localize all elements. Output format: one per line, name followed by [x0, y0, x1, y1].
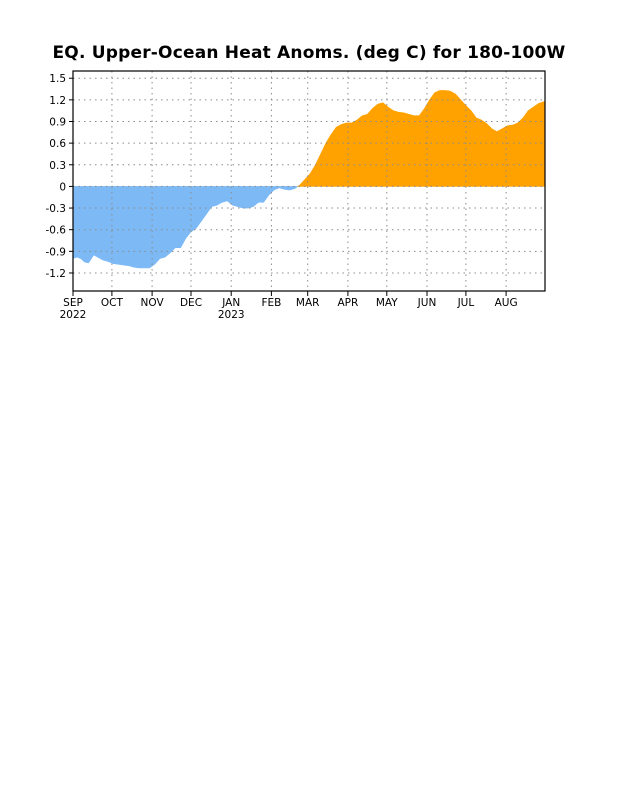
chart-title: EQ. Upper-Ocean Heat Anoms. (deg C) for …	[52, 43, 566, 63]
x-tick-label: JUL	[457, 297, 475, 309]
x-tick-label: MAY	[376, 297, 398, 309]
negative-anomaly-area	[72, 186, 299, 269]
x-tick-label: OCT	[101, 297, 124, 309]
x-tick-label: FEB	[261, 297, 281, 309]
x-tick-label: APR	[337, 297, 358, 309]
y-tick-label: 1.5	[49, 73, 66, 85]
x-tick-label: JUN	[417, 297, 437, 309]
x-tick-label: SEP	[63, 297, 83, 309]
x-tick-year-label: 2023	[218, 309, 245, 321]
x-tick-label: MAR	[296, 297, 320, 309]
x-tick-label: NOV	[141, 297, 165, 309]
y-tick-label: 0.6	[49, 138, 66, 150]
grid-layer	[73, 71, 545, 291]
y-tick-label: 0.9	[49, 116, 66, 128]
x-tick-year-label: 2022	[60, 309, 87, 321]
y-tick-label: -0.9	[46, 246, 67, 258]
area-layer	[72, 90, 546, 269]
y-tick-label: 0	[59, 181, 66, 193]
y-tick-label: -0.6	[46, 225, 67, 237]
y-tick-label: -0.3	[46, 203, 67, 215]
x-tick-label: DEC	[180, 297, 202, 309]
positive-anomaly-area	[296, 90, 546, 187]
y-tick-label: 1.2	[49, 95, 66, 107]
x-tick-label: AUG	[495, 297, 518, 309]
y-tick-label: -1.2	[46, 268, 67, 280]
x-tick-label: JAN	[221, 297, 240, 309]
plot-frame	[72, 70, 546, 292]
y-tick-label: 0.3	[49, 160, 66, 172]
